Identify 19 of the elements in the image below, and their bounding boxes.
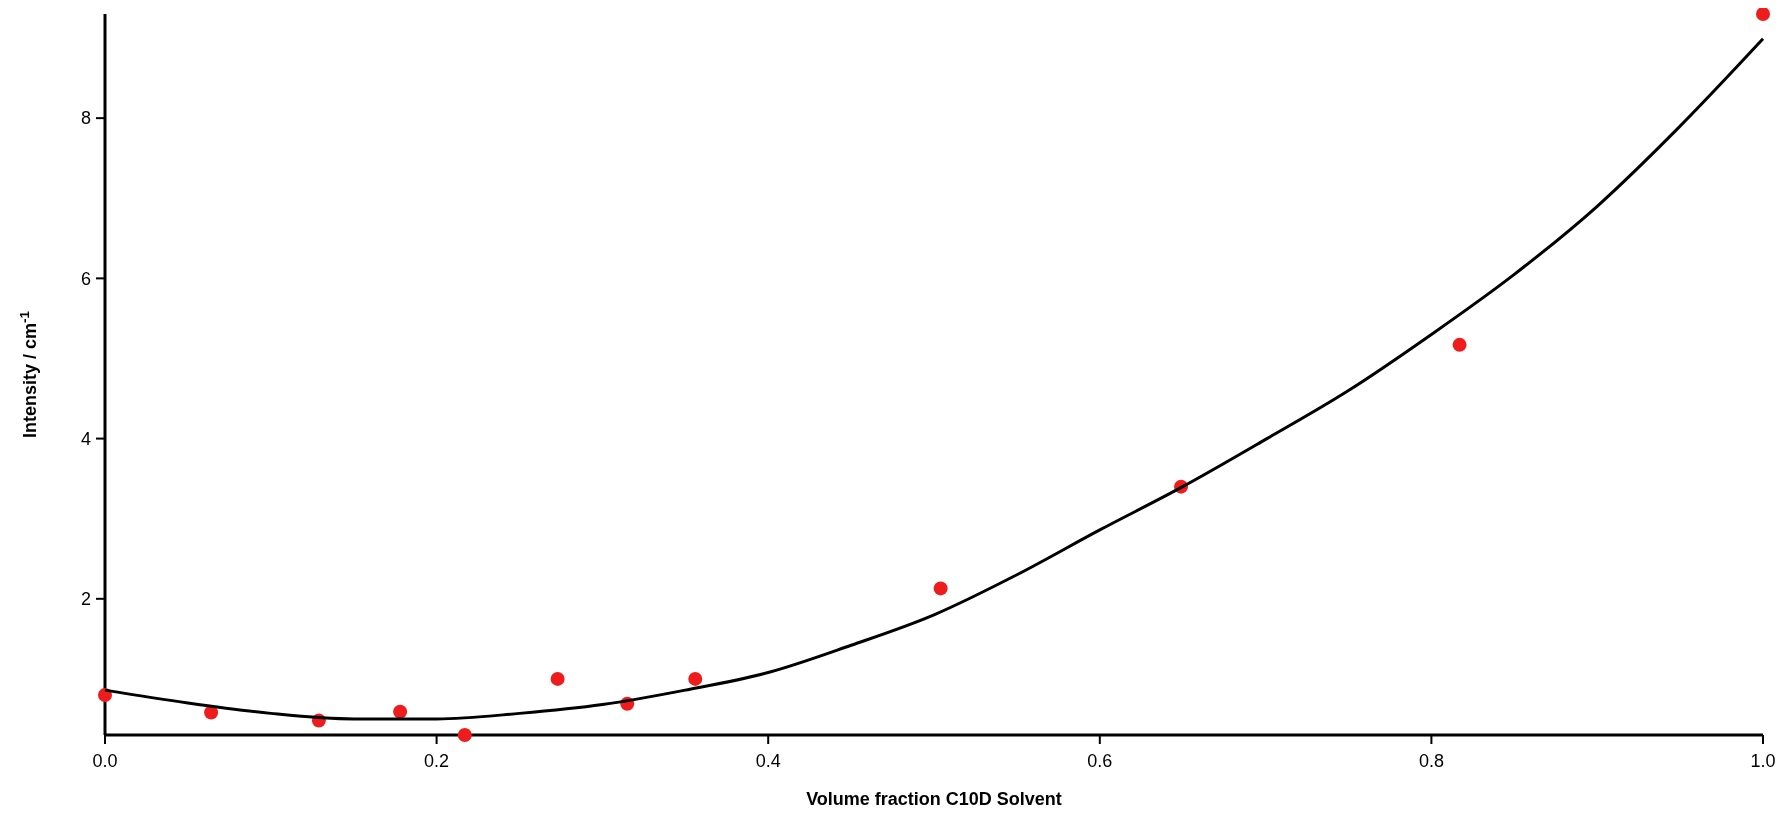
point — [204, 705, 219, 720]
x-tick-label: 0.0 — [92, 751, 118, 771]
x-tick-label: 0.8 — [1418, 751, 1444, 771]
point — [550, 671, 565, 686]
x-tick-label: 0.6 — [1087, 751, 1113, 771]
x-tick-label: 0.2 — [424, 751, 450, 771]
y-tick-label: 4 — [80, 428, 91, 449]
x-tick-label: 1.0 — [1750, 751, 1776, 771]
point — [1452, 337, 1467, 352]
point — [933, 581, 948, 596]
y-tick-label: 8 — [80, 108, 91, 129]
point — [457, 728, 472, 742]
point — [393, 704, 408, 719]
x-axis-title: Volume fraction C10D Solvent — [806, 789, 1062, 809]
y-tick-label: 6 — [80, 268, 91, 289]
y-tick-label: 2 — [80, 589, 91, 610]
point — [1756, 8, 1770, 21]
point — [688, 671, 703, 686]
x-tick-label: 0.4 — [755, 751, 781, 771]
